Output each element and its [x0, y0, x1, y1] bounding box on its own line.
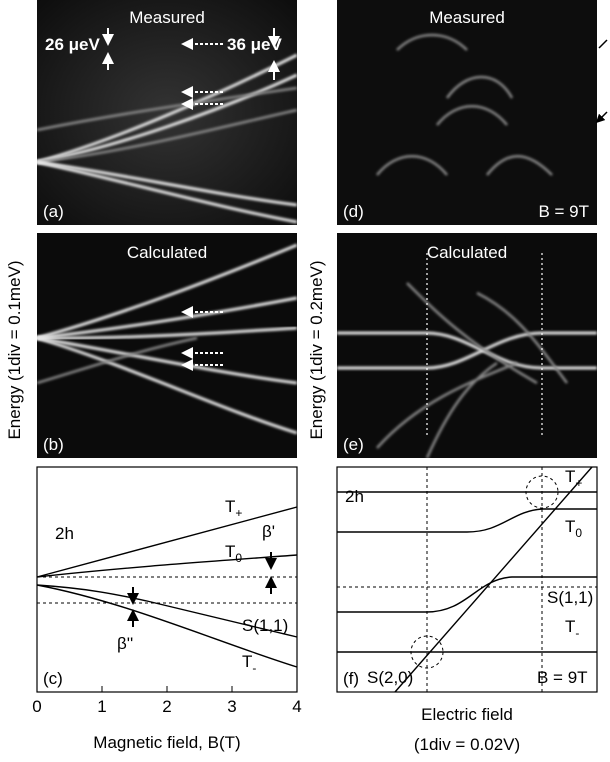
state-sub: -: [575, 626, 579, 640]
x-tick-label: 3: [227, 697, 236, 716]
annotation: 2h: [345, 487, 364, 506]
x-axis-label: Electric field: [421, 705, 513, 724]
panel-title: Measured: [129, 8, 205, 27]
panel-title: Calculated: [127, 243, 207, 262]
panel-b: Calculated (b): [37, 233, 297, 458]
x-tick-label: 2: [162, 697, 171, 716]
state-main: T: [565, 467, 575, 486]
panel-title: Calculated: [427, 243, 507, 262]
state-sub: +: [235, 506, 242, 520]
panel-label: (c): [43, 669, 63, 688]
annotation: β'': [117, 634, 133, 653]
y-axis-label: Energy (1div = 0.1meV): [5, 260, 24, 439]
x-tick-label: 4: [292, 697, 301, 716]
figure: Measured 26 μeV 36 μeV (a) Calculated (b…: [0, 0, 610, 762]
x-axis-label: (1div = 0.02V): [414, 735, 520, 754]
annotation: S(1,1): [547, 588, 593, 607]
field-label: B = 9T: [538, 202, 589, 221]
panel-d: Measured (d) B = 9T: [337, 0, 607, 225]
annotation: S(1,1): [242, 616, 288, 635]
state-sub: 0: [235, 551, 242, 565]
panel-f: 2h S(1,1) S(2,0) B = 9T T+ T0 T- (f) Ele…: [337, 467, 597, 754]
state-main: T: [225, 497, 235, 516]
x-axis-label: Magnetic field, B(T): [93, 733, 240, 752]
annotation: 2h: [55, 524, 74, 543]
panel-background: [37, 0, 297, 225]
state-main: T: [242, 652, 252, 671]
state-sub: 0: [575, 526, 582, 540]
x-tick-label: 1: [97, 697, 106, 716]
state-main: T: [565, 517, 575, 536]
panel-label: (e): [343, 435, 364, 454]
panel-label: (b): [43, 435, 64, 454]
panel-label: (d): [343, 202, 364, 221]
annotation: 26 μeV: [45, 35, 100, 54]
annotation: β': [262, 522, 275, 541]
x-tick-label: 0: [32, 697, 41, 716]
field-label: B = 9T: [537, 668, 588, 687]
y-axis-label: Energy (1div = 0.2meV): [307, 260, 326, 439]
panel-label: (f): [343, 669, 359, 688]
panel-title: Measured: [429, 8, 505, 27]
state-sub: -: [252, 661, 256, 675]
panel-e: Calculated (e): [337, 233, 597, 458]
panel-label: (a): [43, 202, 64, 221]
state-sub: +: [575, 476, 582, 490]
annotation: S(2,0): [367, 668, 413, 687]
state-main: T: [225, 542, 235, 561]
panel-a: Measured 26 μeV 36 μeV (a): [37, 0, 297, 225]
state-main: T: [565, 617, 575, 636]
